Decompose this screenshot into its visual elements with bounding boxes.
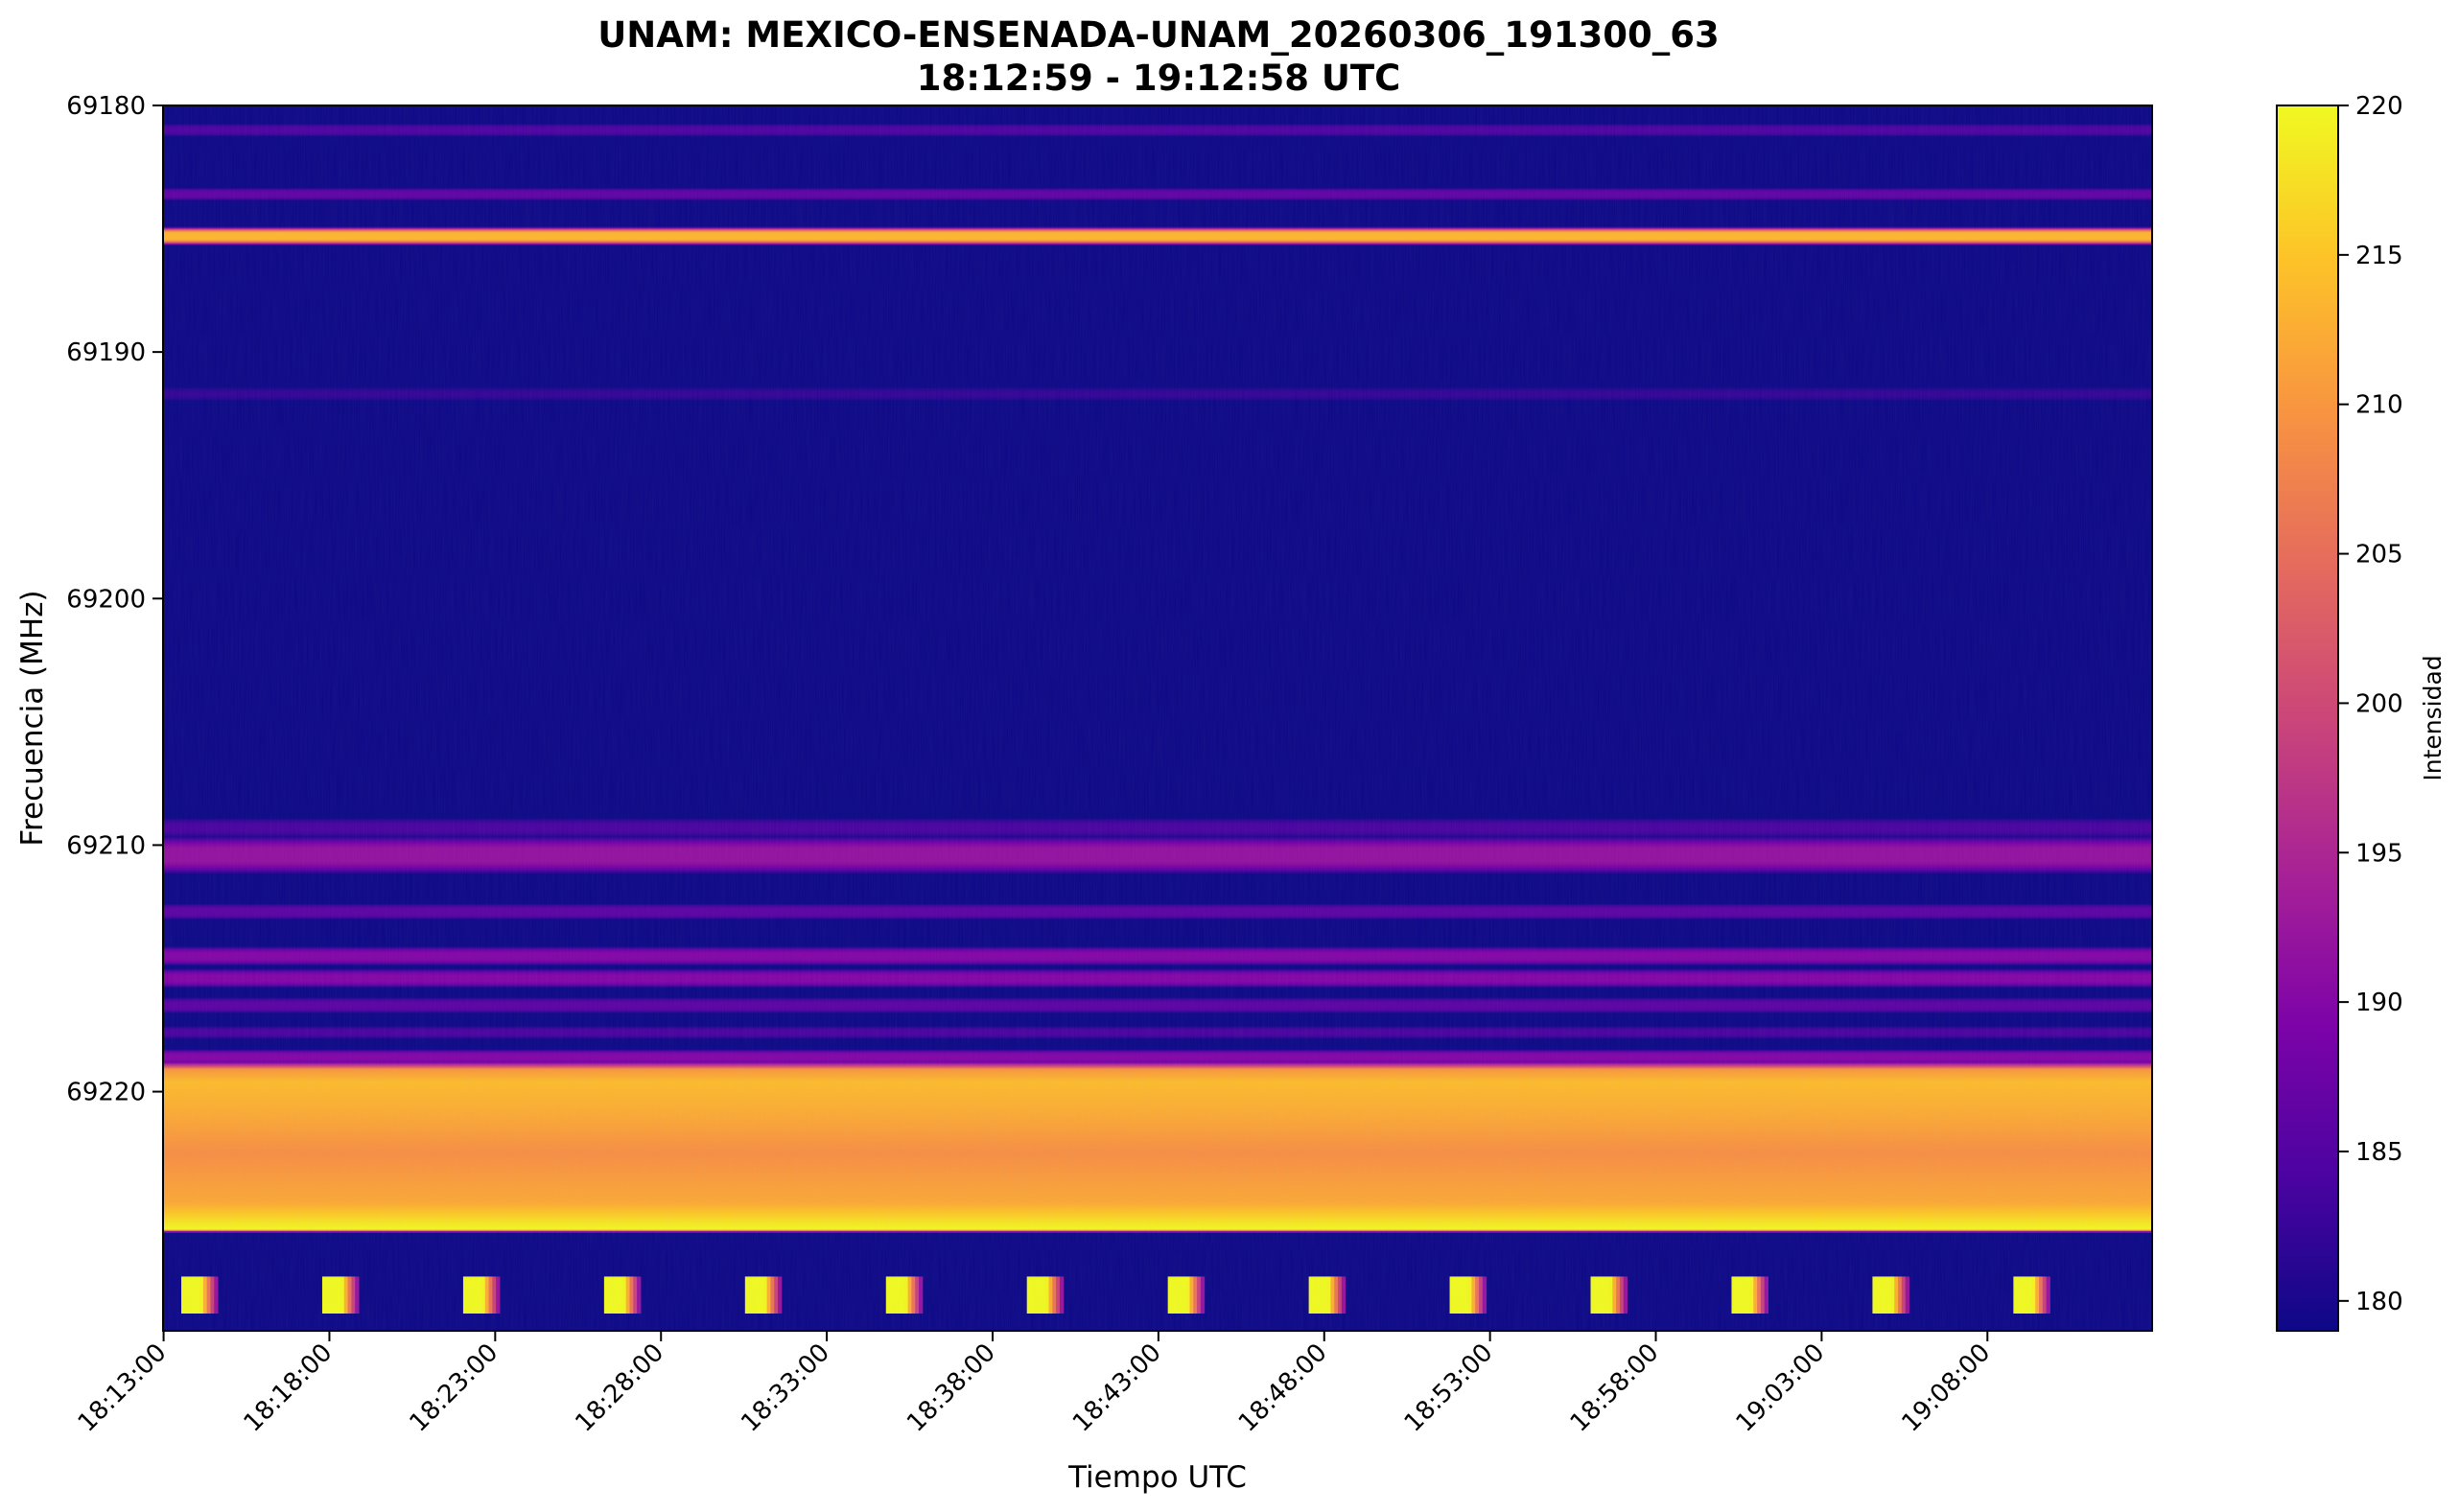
x-tick-label: 18:48:00: [1233, 1338, 1333, 1438]
y-axis-ticks: 69180 69190 69200 69210 69220: [66, 92, 163, 1107]
heatmap-texture: [163, 105, 2152, 1331]
x-tick-label: 18:43:00: [1067, 1338, 1167, 1438]
x-tick-label: 18:38:00: [902, 1338, 1001, 1438]
x-tick-label: 19:08:00: [1896, 1338, 1996, 1438]
x-tick-label: 19:03:00: [1731, 1338, 1831, 1438]
x-axis-label: Tiempo UTC: [1067, 1460, 1247, 1495]
colorbar-tick-label: 200: [2355, 689, 2403, 718]
colorbar-tick-label: 180: [2355, 1288, 2403, 1316]
x-axis-ticks: 18:13:00 18:18:00 18:23:00 18:28:00 18:33:00…: [73, 1331, 1996, 1438]
y-tick-label: 69190: [66, 338, 146, 367]
chart-title: UNAM: MEXICO-ENSENADA-UNAM_20260306_1913…: [597, 14, 1720, 56]
x-tick-label: 18:33:00: [736, 1338, 835, 1438]
y-tick-label: 69220: [66, 1079, 146, 1107]
colorbar-tick-label: 210: [2355, 391, 2403, 420]
colorbar-tick-label: 215: [2355, 242, 2403, 270]
x-tick-label: 18:23:00: [405, 1338, 504, 1438]
colorbar-gradient: [2276, 105, 2339, 1332]
y-tick-label: 69210: [66, 831, 146, 860]
colorbar-ticks: 180 185 190 195 200 205 210 215 220: [2338, 92, 2403, 1316]
colorbar-tick-label: 220: [2355, 92, 2403, 121]
colorbar-label: Intensidad: [2419, 655, 2447, 780]
x-tick-label: 18:58:00: [1565, 1338, 1665, 1438]
chart-subtitle: 18:12:59 - 19:12:58 UTC: [917, 58, 1401, 99]
x-tick-label: 18:28:00: [570, 1338, 669, 1438]
y-tick-label: 69180: [66, 92, 146, 121]
colorbar: 180 185 190 195 200 205 210 215 220 Intensidad: [2276, 92, 2447, 1332]
y-axis-label: Frecuencia (MHz): [15, 590, 50, 846]
x-tick-label: 18:18:00: [239, 1338, 339, 1438]
colorbar-tick-label: 205: [2355, 541, 2403, 570]
x-tick-label: 18:53:00: [1399, 1338, 1499, 1438]
colorbar-tick-label: 190: [2355, 989, 2403, 1017]
heatmap-area: [162, 105, 2153, 1332]
x-tick-label: 18:13:00: [73, 1338, 173, 1438]
colorbar-tick-label: 185: [2355, 1138, 2403, 1167]
colorbar-tick-label: 195: [2355, 839, 2403, 868]
y-tick-label: 69200: [66, 585, 146, 614]
